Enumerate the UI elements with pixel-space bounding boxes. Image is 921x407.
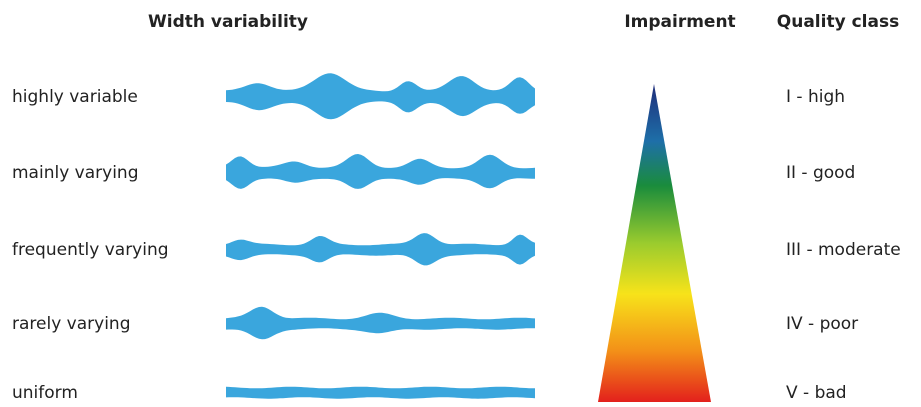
row-label: mainly varying (12, 163, 138, 183)
header: Width variability (148, 12, 308, 32)
quality-class: IV - poor (786, 314, 858, 334)
row-label: highly variable (12, 87, 138, 107)
quality-class: III - moderate (786, 240, 901, 260)
row-label: uniform (12, 383, 78, 403)
river-shape (226, 154, 535, 189)
diagram: Width variability Impairment Quality cla… (0, 0, 921, 407)
river-shape (226, 233, 535, 265)
quality-class: II - good (786, 163, 855, 183)
river-shape (226, 73, 535, 119)
row-label: rarely varying (12, 314, 131, 334)
row-label: frequently varying (12, 240, 169, 260)
header: Quality class (777, 12, 899, 32)
impairment-triangle (598, 84, 711, 402)
header: Impairment (624, 12, 735, 32)
rows: highly variable I - high mainly varying II … (12, 73, 901, 403)
quality-class: I - high (786, 87, 845, 107)
river-shape (226, 387, 535, 399)
river-shape (226, 307, 535, 340)
quality-class: V - bad (786, 383, 847, 403)
